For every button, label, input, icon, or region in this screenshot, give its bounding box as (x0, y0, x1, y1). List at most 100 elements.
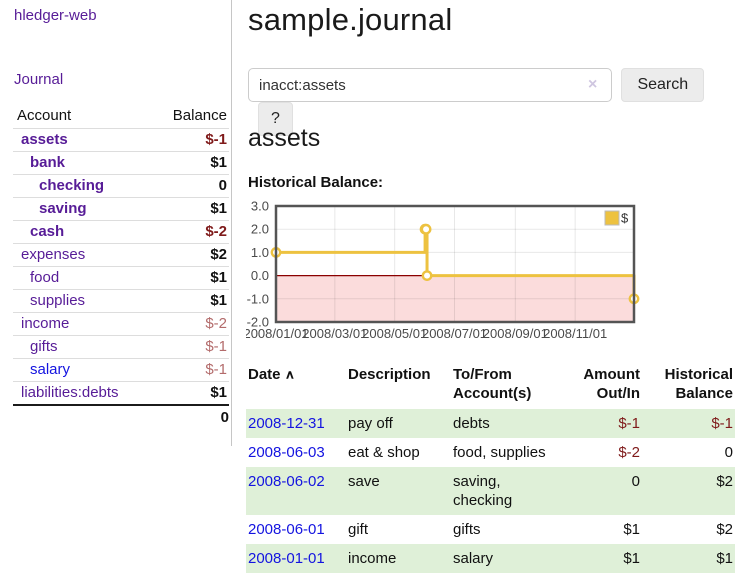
transaction-accounts: debts (453, 415, 490, 432)
account-balance: 0 (150, 174, 229, 198)
accounts-total-row: 0 (13, 404, 229, 429)
transaction-amount: $1 (623, 550, 640, 567)
transaction-balance: $2 (716, 521, 733, 538)
transaction-date-link[interactable]: 2008-01-01 (248, 550, 325, 567)
account-link[interactable]: assets (21, 131, 68, 148)
account-link[interactable]: saving (39, 200, 87, 217)
svg-text:2008/11/01: 2008/11/01 (543, 326, 607, 341)
transaction-row: 2008-06-01 gift gifts $1 $2 (246, 515, 735, 544)
transaction-amount: $-2 (618, 444, 640, 461)
account-heading: assets (248, 124, 321, 152)
search-button[interactable]: Search (621, 68, 705, 102)
register-table: Date ∧ Description To/From Account(s) Am… (246, 361, 735, 573)
transaction-balance: 0 (724, 444, 733, 461)
page-title: sample.journal (248, 2, 453, 37)
register-col-date[interactable]: Date ∧ (248, 366, 295, 383)
account-balance: $-2 (150, 312, 229, 336)
account-row: food $1 (13, 266, 229, 290)
transaction-description: pay off (348, 415, 393, 432)
transaction-row: 2008-12-31 pay off debts $-1 $-1 (246, 409, 735, 438)
svg-text:-2.0: -2.0 (247, 315, 269, 330)
transaction-accounts: saving, checking (453, 473, 513, 509)
transaction-date-link[interactable]: 2008-06-01 (248, 521, 325, 538)
register-col-balance: Historical Balance (664, 366, 733, 402)
account-balance: $-1 (150, 358, 229, 382)
account-row: liabilities:debts $1 (13, 381, 229, 405)
account-balance: $-1 (150, 128, 229, 152)
register-col-amount: Amount Out/In (583, 366, 640, 402)
account-balance: $1 (150, 381, 229, 405)
account-row: gifts $-1 (13, 335, 229, 359)
main-content: sample.journal × Search ? assets Histori… (243, 0, 742, 582)
chart-heading: Historical Balance: (248, 174, 384, 191)
sort-asc-icon: ∧ (284, 367, 295, 381)
accounts-total-balance: 0 (150, 404, 229, 429)
svg-text:2008/07/01: 2008/07/01 (422, 326, 487, 341)
account-link[interactable]: food (30, 269, 60, 286)
transaction-amount: 0 (631, 473, 640, 490)
svg-text:-1.0: -1.0 (247, 291, 269, 306)
transaction-balance: $1 (716, 550, 733, 567)
account-row: bank $1 (13, 151, 229, 175)
account-link[interactable]: gifts (30, 338, 58, 355)
transaction-balance: $2 (716, 473, 733, 490)
balance-chart: 3.0 2.0 1.0 0.0 -1.0 -2.0 2008/01/01 2008/03/01… (243, 199, 742, 343)
account-link[interactable]: liabilities:debts (21, 384, 119, 401)
accounts-table-body: assets $-1 bank $1 checking 0 saving $1 cash $-2 e… (13, 128, 229, 405)
accounts-col-balance: Balance (172, 107, 227, 124)
register-table-body: 2008-12-31 pay off debts $-1 $-1 2008-06-03 ea… (246, 409, 735, 573)
transaction-date-link[interactable]: 2008-06-03 (248, 444, 325, 461)
transaction-accounts: food, supplies (453, 444, 546, 461)
account-link[interactable]: salary (30, 361, 71, 378)
svg-text:0.0: 0.0 (251, 268, 269, 283)
sidebar: hledger-web Journal Account Balance asse… (0, 0, 232, 446)
register-col-description: Description (348, 366, 431, 383)
account-row: saving $1 (13, 197, 229, 221)
transaction-accounts: salary (453, 550, 494, 567)
account-row: cash $-2 (13, 220, 229, 244)
svg-text:2.0: 2.0 (251, 222, 269, 237)
account-balance: $-2 (150, 220, 229, 244)
sidebar-item-journal[interactable]: Journal (14, 71, 64, 88)
help-button[interactable]: ? (258, 102, 293, 136)
account-row: income $-2 (13, 312, 229, 336)
account-link[interactable]: bank (30, 154, 66, 171)
transaction-amount: $1 (623, 521, 640, 538)
transaction-accounts: gifts (453, 521, 481, 538)
account-balance: $1 (150, 197, 229, 221)
account-link[interactable]: supplies (30, 292, 86, 309)
svg-text:$: $ (621, 211, 629, 226)
account-balance: $1 (150, 266, 229, 290)
transaction-row: 2008-06-03 eat & shop food, supplies $-2 0 (246, 438, 735, 467)
transaction-description: eat & shop (348, 444, 420, 461)
accounts-header-row: Account Balance (13, 104, 229, 129)
account-link[interactable]: checking (39, 177, 105, 194)
transaction-description: save (348, 473, 380, 490)
search-input[interactable] (248, 68, 612, 102)
search-form: × Search ? (248, 68, 742, 136)
app-brand-link[interactable]: hledger-web (14, 7, 97, 24)
transaction-date-link[interactable]: 2008-12-31 (248, 415, 325, 432)
svg-text:2008/03/01: 2008/03/01 (302, 326, 367, 341)
svg-text:1.0: 1.0 (251, 245, 269, 260)
transaction-date-link[interactable]: 2008-06-02 (248, 473, 325, 490)
svg-text:3.0: 3.0 (251, 201, 269, 214)
svg-text:2008/05/01: 2008/05/01 (362, 326, 427, 341)
register-header-row: Date ∧ Description To/From Account(s) Am… (246, 361, 735, 409)
account-balance: $1 (150, 151, 229, 175)
account-link[interactable]: expenses (21, 246, 86, 263)
account-row: expenses $2 (13, 243, 229, 267)
accounts-table: Account Balance assets $-1 bank $1 checking 0… (13, 104, 229, 429)
account-balance: $2 (150, 243, 229, 267)
transaction-balance: $-1 (711, 415, 733, 432)
transaction-description: gift (348, 521, 369, 538)
account-link[interactable]: cash (30, 223, 65, 240)
account-link[interactable]: income (21, 315, 70, 332)
account-row: assets $-1 (13, 128, 229, 152)
account-row: salary $-1 (13, 358, 229, 382)
account-balance: $-1 (150, 335, 229, 359)
clear-search-icon[interactable]: × (588, 76, 598, 93)
account-row: checking 0 (13, 174, 229, 198)
svg-text:2008/01/01: 2008/01/01 (246, 326, 309, 341)
transaction-row: 2008-01-01 income salary $1 $1 (246, 544, 735, 573)
